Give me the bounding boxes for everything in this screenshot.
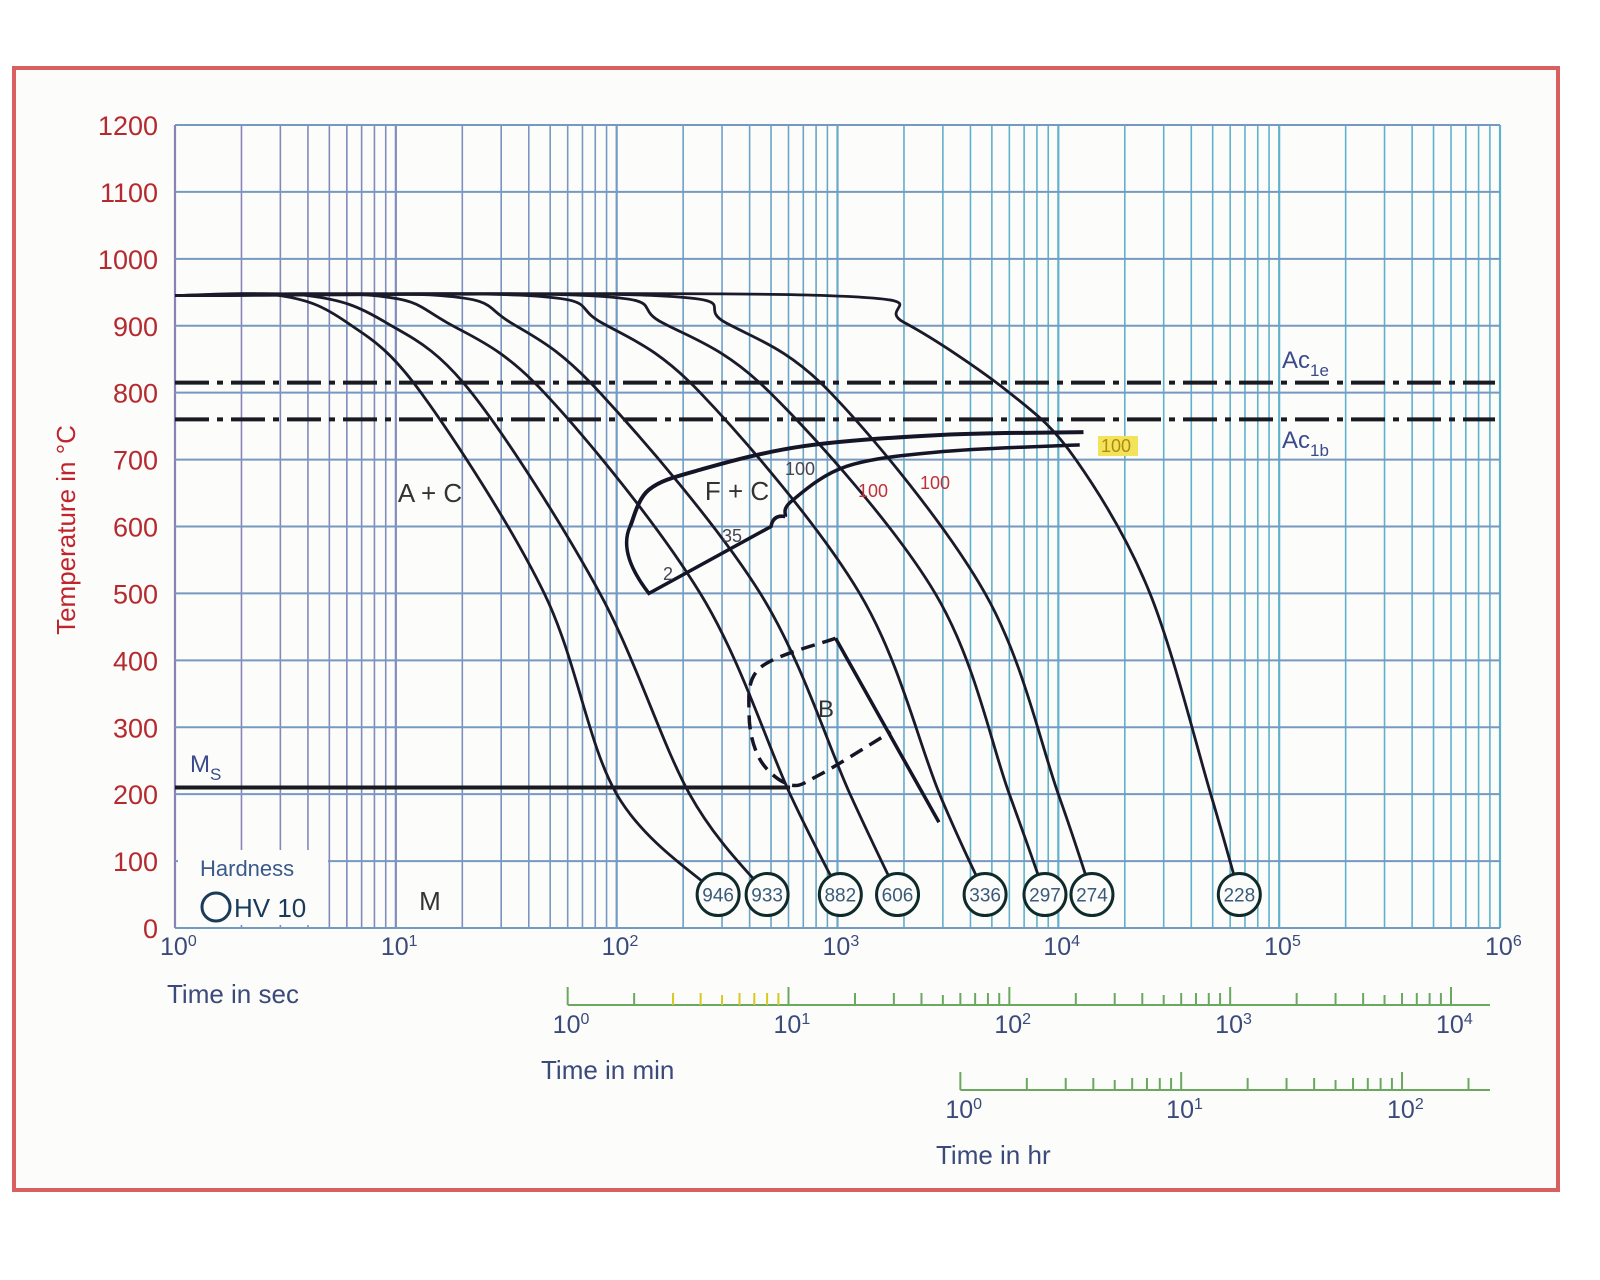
y-tick-label: 800 (113, 379, 158, 409)
x-axis-label-1: Time in min (541, 1055, 674, 1085)
x-tick-label: 100 (553, 1011, 590, 1039)
x-tick-label: 103 (823, 933, 860, 961)
bainite-dashed-boundary (747, 636, 892, 788)
ac1e-label: Ac1e (1282, 347, 1329, 380)
y-tick-label: 1100 (100, 178, 158, 208)
hardness-circle (695, 872, 741, 918)
ferrite-finish-curve (783, 443, 1080, 518)
x-tick-label: 104 (1436, 1011, 1473, 1039)
grid: 0100200300400500600700800900100011001200… (98, 111, 1522, 1170)
y-tick-label: 200 (113, 780, 158, 810)
x-axis-label-0: Time in sec (167, 979, 299, 1009)
hardness-circle (962, 872, 1008, 918)
y-tick-label: 400 (113, 646, 158, 676)
pct-label-100-d: 100 (1101, 436, 1131, 456)
x-tick-label: 100 (160, 933, 197, 961)
hardness-value: 606 (882, 886, 914, 907)
pct-label-100-c: 100 (920, 473, 950, 493)
pct-label-35: 35 (722, 526, 742, 546)
hardness-circle (1216, 872, 1262, 918)
x-tick-label: 102 (602, 933, 639, 961)
hardness-circle (817, 872, 863, 918)
ferrite-lower-boundary (624, 514, 786, 596)
x-tick-label: 100 (945, 1096, 982, 1124)
hardness-circle (1069, 872, 1115, 918)
hardness-value: 882 (824, 886, 856, 907)
pct-label-100-a: 100 (785, 459, 815, 479)
y-tick-label: 600 (113, 513, 158, 543)
y-tick-label: 100 (113, 847, 158, 877)
ferrite-start-curve (628, 430, 1084, 528)
cooling-curves: 946 933 882 606 336 297 274 228 (174, 292, 1495, 918)
cooling-curve-228 (174, 292, 1241, 895)
x-tick-label: 101 (774, 1011, 811, 1039)
hardness-value: 297 (1029, 886, 1061, 907)
x-tick-label: 102 (994, 1011, 1031, 1039)
pct-label-2: 2 (663, 564, 673, 584)
legend-entry: HV 10 (234, 893, 306, 923)
hardness-circle (744, 872, 790, 918)
y-tick-label: 0 (143, 914, 158, 944)
annotations (624, 430, 1084, 824)
hardness-value: 274 (1076, 886, 1108, 907)
region-label-f-c: F + C (705, 476, 769, 506)
x-tick-label: 105 (1264, 933, 1301, 961)
x-tick-label: 104 (1043, 933, 1080, 961)
region-label-a-c: A + C (398, 478, 462, 508)
y-tick-label: 500 (113, 579, 158, 609)
hardness-value: 228 (1223, 886, 1255, 907)
x-tick-label: 102 (1387, 1096, 1424, 1124)
bainite-solid-line (834, 637, 941, 824)
y-tick-label: 1000 (98, 245, 158, 275)
region-label-b: B (818, 696, 834, 723)
x-axis-label-2: Time in hr (936, 1140, 1051, 1170)
pct-label-100-b: 100 (858, 481, 888, 501)
hardness-circle (875, 872, 921, 918)
legend-circle-icon (200, 891, 232, 923)
hardness-value: 336 (969, 886, 1001, 907)
hardness-value: 933 (751, 886, 783, 907)
ms-label: MS (190, 751, 221, 784)
ac1b-label: Ac1b (1282, 427, 1329, 460)
y-tick-label: 300 (113, 713, 158, 743)
x-tick-label: 106 (1485, 933, 1522, 961)
x-tick-label: 101 (1166, 1096, 1203, 1124)
y-axis-label: Temperature in °C (51, 425, 81, 635)
x-tick-label: 103 (1215, 1011, 1252, 1039)
legend-title: Hardness (200, 856, 294, 881)
y-tick-label: 700 (113, 446, 158, 476)
hardness-circle (1022, 872, 1068, 918)
x-tick-label: 101 (381, 933, 418, 961)
y-tick-label: 900 (113, 312, 158, 342)
hardness-value: 946 (702, 886, 734, 907)
highlight (1098, 436, 1138, 456)
region-label-m: M (419, 886, 441, 916)
y-tick-label: 1200 (98, 111, 158, 141)
